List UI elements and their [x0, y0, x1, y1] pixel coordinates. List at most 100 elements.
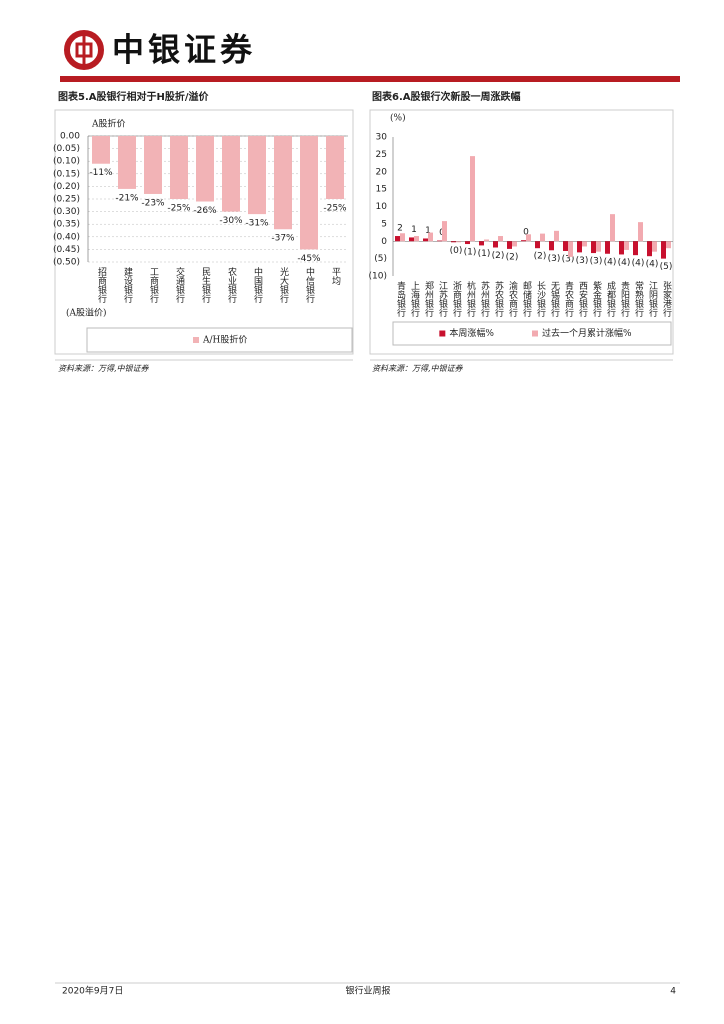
- legend-box: [86, 327, 353, 353]
- bar: [423, 238, 428, 242]
- y-tick-label: 0: [381, 237, 387, 247]
- bar: [479, 241, 484, 246]
- x-tick-label: 民生银行: [200, 267, 211, 304]
- bar: [493, 241, 498, 248]
- data-label: 1: [411, 225, 417, 235]
- x-tick-label: 中国银行: [252, 266, 263, 304]
- x-tick-label: 中信银行: [304, 266, 315, 304]
- x-tick-label: 江阴银行: [647, 281, 658, 318]
- bar: [661, 241, 666, 259]
- legend-label: 过去一个月累计涨幅%: [542, 327, 632, 339]
- x-tick-label: 平均: [330, 267, 341, 286]
- bar: [144, 136, 162, 194]
- y-tick-label: (0.40): [53, 232, 80, 242]
- data-label: (2): [534, 252, 547, 262]
- data-label: (4): [604, 257, 617, 267]
- bar: [535, 241, 540, 249]
- y-tick-label: (0.05): [53, 144, 80, 154]
- bar: [507, 241, 512, 249]
- bar: [484, 239, 489, 242]
- legend-marker: [193, 337, 199, 343]
- y-tick-label: (0.10): [53, 157, 80, 167]
- y-tick-label: (0.20): [53, 182, 80, 192]
- x-tick-label: 江苏银行: [437, 281, 448, 318]
- y-tick-label: (0.35): [53, 220, 80, 230]
- x-tick-label: 苏州银行: [479, 280, 490, 318]
- x-tick-label: 杭州银行: [465, 280, 476, 318]
- data-label: (3): [576, 256, 589, 266]
- bar: [437, 240, 442, 242]
- x-tick-label: 光大银行: [278, 266, 289, 304]
- bar: [274, 136, 292, 230]
- data-label: -11%: [89, 168, 113, 178]
- y-tick-label: 5: [381, 219, 387, 229]
- bar: [666, 241, 671, 249]
- bar: [577, 241, 582, 253]
- x-tick-label: 上海银行: [409, 281, 420, 318]
- y-tick-label: (0.45): [53, 245, 80, 255]
- bar: [554, 230, 559, 242]
- legend-marker: [439, 330, 446, 337]
- bar: [300, 136, 318, 250]
- legend-marker: [532, 330, 538, 337]
- bar: [395, 236, 400, 242]
- bar: [582, 241, 587, 247]
- data-label: -37%: [271, 234, 295, 244]
- bar: [619, 241, 624, 255]
- data-label: (3): [548, 254, 561, 264]
- y-tick-label: 10: [376, 202, 388, 212]
- data-label: 2: [397, 224, 403, 234]
- x-tick-label: 建设银行: [122, 266, 133, 304]
- bar: [222, 136, 240, 212]
- y-tick-label: (10): [369, 272, 387, 282]
- chart-title: 图表6.A股银行次新股一周涨跌幅: [372, 90, 521, 103]
- data-label: (4): [646, 260, 659, 270]
- bar: [563, 241, 568, 251]
- x-tick-label: 农业银行: [226, 266, 237, 304]
- logo: [64, 30, 104, 70]
- data-label: -25%: [167, 204, 191, 214]
- bar: [521, 240, 526, 242]
- bar: [326, 136, 344, 199]
- data-label: -21%: [115, 193, 139, 203]
- bar: [196, 136, 214, 202]
- source: 资料来源：万得,中银证券: [372, 364, 464, 373]
- bar: [647, 241, 652, 257]
- data-label: 1: [425, 226, 431, 236]
- bar: [605, 241, 610, 254]
- data-label: (3): [562, 254, 575, 264]
- y-tick-label: (0.50): [53, 258, 80, 268]
- panel: [54, 109, 354, 355]
- footer-title: 银行业周报: [345, 985, 390, 997]
- bar: [248, 136, 266, 215]
- data-label: (5): [660, 262, 673, 272]
- x-tick-label: 浙商银行: [451, 280, 462, 318]
- bar: [638, 222, 643, 242]
- x-tick-label: 郑州银行: [423, 280, 434, 318]
- bar: [596, 241, 601, 252]
- header-rule: [60, 76, 680, 82]
- y-axis-label: (%): [390, 113, 406, 124]
- data-label: (3): [590, 257, 603, 267]
- bar: [456, 241, 461, 243]
- x-tick-label: 青农商行: [563, 280, 574, 318]
- data-label: (0): [450, 246, 463, 256]
- y-tick-label: (0.30): [53, 207, 80, 217]
- bar: [428, 232, 433, 242]
- bar: [512, 241, 517, 247]
- legend-label: 本周涨幅%: [449, 327, 494, 339]
- data-label: (1): [478, 249, 491, 259]
- data-label: -45%: [297, 254, 321, 264]
- y-tick-label: (0.25): [53, 195, 80, 205]
- bar: [610, 214, 615, 242]
- legend-label: A/H股折价: [202, 334, 247, 346]
- x-tick-label: 成都银行: [605, 280, 616, 318]
- data-label: -23%: [141, 198, 165, 208]
- page-number: 4: [670, 987, 676, 997]
- data-label: -25%: [323, 204, 347, 214]
- x-tick-label: 西安银行: [577, 281, 588, 318]
- bar: [170, 136, 188, 199]
- source: 资料来源：万得,中银证券: [58, 364, 150, 373]
- footer-date: 2020年9月7日: [62, 985, 123, 997]
